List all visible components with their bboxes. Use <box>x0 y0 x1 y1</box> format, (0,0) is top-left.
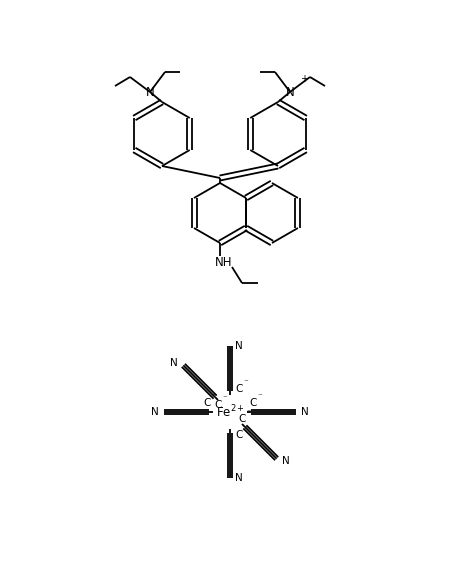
Text: N: N <box>151 407 159 417</box>
Text: ⁻: ⁻ <box>247 409 251 418</box>
Text: C: C <box>235 430 243 440</box>
Text: +: + <box>300 74 308 84</box>
Text: C: C <box>238 414 246 424</box>
Text: NH: NH <box>215 256 233 270</box>
Text: N: N <box>282 456 289 466</box>
Text: ⁻: ⁻ <box>243 424 248 433</box>
Text: ⁻: ⁻ <box>243 378 248 388</box>
Text: C: C <box>249 398 257 408</box>
Text: N: N <box>301 407 309 417</box>
Text: C: C <box>235 384 243 394</box>
Text: Fe$^{2+}$: Fe$^{2+}$ <box>216 404 244 420</box>
Text: C: C <box>203 398 211 408</box>
Text: ⁻: ⁻ <box>223 395 228 404</box>
Text: C: C <box>214 400 222 410</box>
Text: N: N <box>171 359 178 368</box>
Text: N: N <box>146 85 154 98</box>
Text: N: N <box>235 341 243 351</box>
Text: ⁻: ⁻ <box>258 392 263 401</box>
Text: N: N <box>235 473 243 483</box>
Text: N: N <box>286 85 294 98</box>
Text: ⁻: ⁻ <box>212 392 217 401</box>
